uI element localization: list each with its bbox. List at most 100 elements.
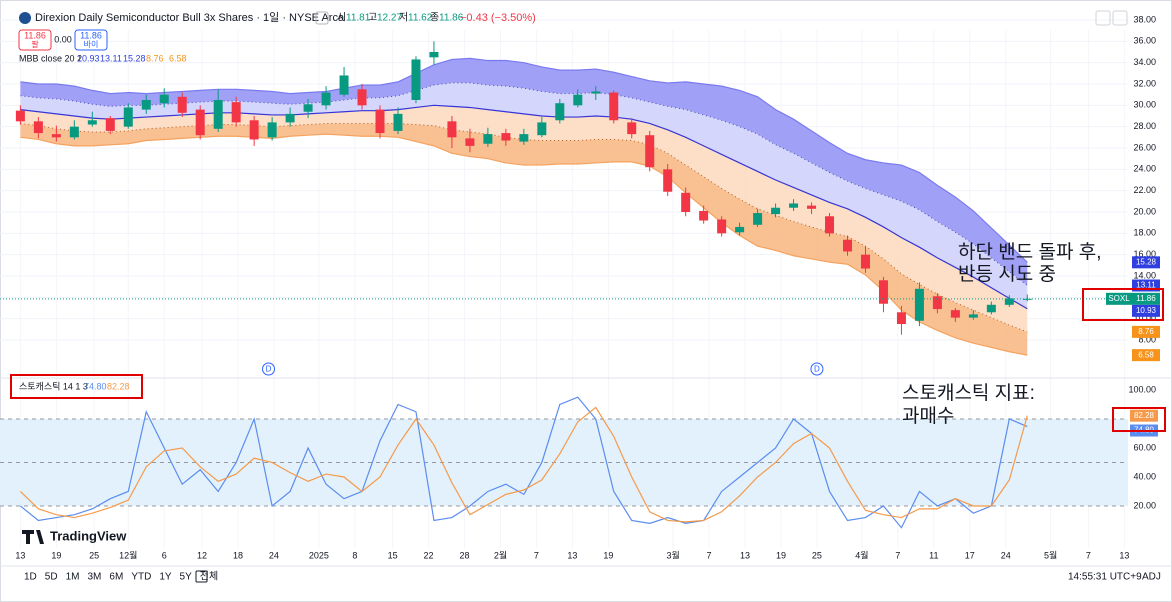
y-tick-label: 16.00 xyxy=(1133,249,1156,259)
x-tick-label: 2025 xyxy=(309,550,329,560)
y-tick-label: 32.00 xyxy=(1133,78,1156,88)
ohlc-value: 11.62 xyxy=(408,13,433,24)
candle-body xyxy=(663,169,673,192)
candle-body xyxy=(591,91,601,94)
symbol-tag xyxy=(1106,292,1132,305)
candle-body xyxy=(807,205,817,209)
candle-body xyxy=(249,120,259,140)
candle-body xyxy=(69,126,79,138)
x-tick-label: 18 xyxy=(233,550,243,560)
ohlc-value: 11.86 xyxy=(439,13,464,24)
x-tick-label: 25 xyxy=(812,550,822,560)
symbol-icon xyxy=(19,12,31,24)
x-tick-label: 7 xyxy=(1086,550,1091,560)
period-button[interactable]: 1D xyxy=(24,572,37,583)
candle-body xyxy=(159,94,169,104)
indicator-value: 13.11 xyxy=(100,53,122,63)
branding: TradingView xyxy=(50,528,127,543)
highlight-box xyxy=(10,374,143,399)
candle-body xyxy=(681,192,691,212)
period-button[interactable]: 3M xyxy=(88,572,102,583)
indicator-values: 10.93 13.11 15.28 8.76 6.58 xyxy=(77,53,187,63)
y-tick-label: 28.00 xyxy=(1133,121,1156,131)
down-btn[interactable] xyxy=(1095,10,1111,26)
band-tag-text: 10.93 xyxy=(1136,306,1157,315)
period-button[interactable]: YTD xyxy=(131,572,151,583)
candle-body xyxy=(123,107,133,127)
y-tick-label: 34.00 xyxy=(1133,57,1156,67)
period-button[interactable]: 5D xyxy=(45,572,58,583)
y-tick-label: 30.00 xyxy=(1133,100,1156,110)
candle-body xyxy=(411,59,421,100)
y-tick-label: 20.00 xyxy=(1133,206,1156,216)
ohlc-readout: 시 11.81고 12.27저 11.62종 11.86 xyxy=(337,12,464,24)
buy-button[interactable] xyxy=(74,29,108,51)
refresh-btn[interactable] xyxy=(1112,10,1128,26)
calendar-icon[interactable] xyxy=(195,570,208,583)
x-tick-label: 4월 xyxy=(855,549,868,560)
candle-body xyxy=(33,121,43,134)
band-line xyxy=(20,57,1028,263)
candle-body xyxy=(932,296,942,310)
eye-icon[interactable] xyxy=(315,11,329,25)
event-label: D xyxy=(814,365,820,374)
stoch-k-value: 74.80 xyxy=(84,381,107,391)
band-line xyxy=(20,104,1028,310)
band-tag-text: 15.28 xyxy=(1136,257,1157,266)
candle-body xyxy=(519,134,529,142)
candle-body xyxy=(537,122,547,136)
ohlc-label: 저 xyxy=(399,12,408,24)
period-button[interactable]: 전체 xyxy=(200,571,218,583)
candle-body xyxy=(555,103,565,121)
candle-body xyxy=(609,92,619,121)
period-button[interactable]: 1Y xyxy=(159,572,172,583)
x-tick-label: 12월 xyxy=(119,549,137,560)
candle-body xyxy=(771,207,781,215)
candle-body xyxy=(195,109,205,136)
sell-button[interactable] xyxy=(18,29,52,51)
candle-body xyxy=(393,113,403,131)
annotation: 과매수 xyxy=(902,405,954,427)
y-tick-label: 8.00 xyxy=(1138,334,1156,344)
highlight-box xyxy=(1082,288,1164,321)
candle-body xyxy=(1004,298,1014,305)
candle-body xyxy=(141,100,151,110)
candle-body xyxy=(465,138,475,146)
ohlc-value: 11.81 xyxy=(346,13,371,24)
y-tick-label: 36.00 xyxy=(1133,36,1156,46)
symbol-title: Direxion Daily Semiconductor Bull 3x Sha… xyxy=(35,10,345,24)
x-tick-label: 8 xyxy=(352,550,357,560)
candle-body xyxy=(429,52,439,58)
period-button[interactable]: 5Y xyxy=(180,572,193,583)
period-button[interactable]: 1M xyxy=(66,572,80,583)
buy-label: 바이 xyxy=(84,39,99,49)
sell-price: 11.86 xyxy=(24,30,46,40)
x-tick-label: 24 xyxy=(269,550,279,560)
x-tick-label: 3월 xyxy=(666,549,679,560)
event-marker xyxy=(262,362,276,376)
candle-body xyxy=(753,213,763,225)
band-line xyxy=(20,82,1028,286)
candle-body xyxy=(87,120,97,125)
candle-body xyxy=(1022,298,1032,300)
period-button[interactable]: 6M xyxy=(109,572,123,583)
y-tick-label: 10.00 xyxy=(1133,313,1156,323)
annotation: 스토캐스틱 지표: xyxy=(902,382,1035,404)
y-tick-label: 100.00 xyxy=(1128,384,1156,394)
event-label: D xyxy=(266,365,272,374)
logo xyxy=(22,530,44,544)
buy-price: 11.86 xyxy=(80,30,102,40)
candle-body xyxy=(213,100,223,129)
x-tick-label: 7 xyxy=(534,550,539,560)
indicator-name: MBB close 20 2 xyxy=(19,53,82,63)
adj-toggle[interactable]: ADJ xyxy=(1142,572,1161,583)
candle-body xyxy=(717,219,727,234)
candle-body xyxy=(51,134,61,138)
event-marker xyxy=(810,362,824,376)
candle-body xyxy=(914,288,924,321)
x-tick-label: 11 xyxy=(929,550,938,560)
candle-body xyxy=(986,304,996,313)
y-tick-label: 60.00 xyxy=(1133,442,1156,452)
x-tick-label: 19 xyxy=(776,550,786,560)
